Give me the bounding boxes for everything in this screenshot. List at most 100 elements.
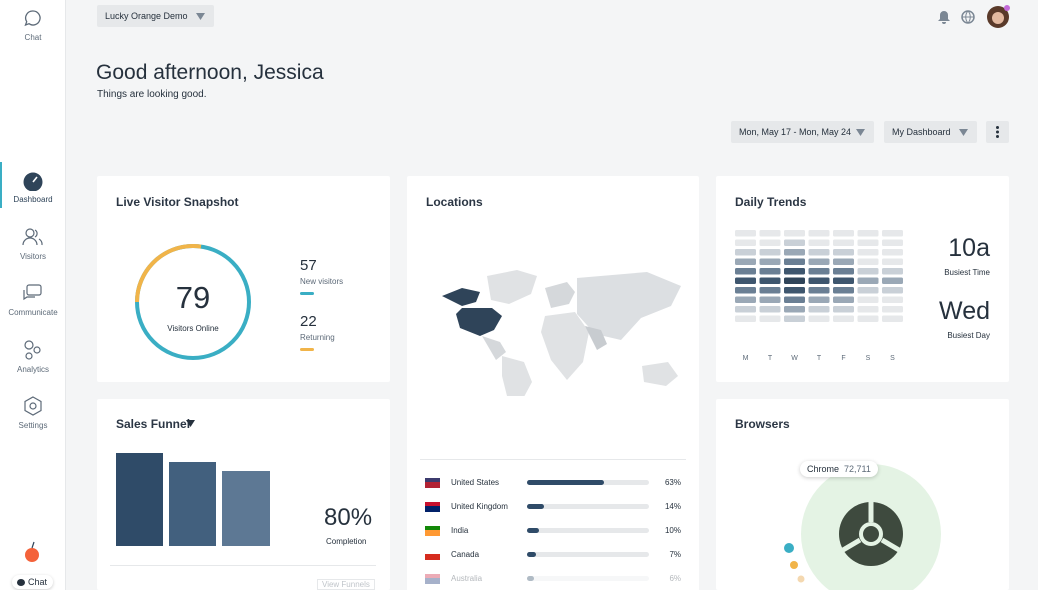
heat-cell xyxy=(833,315,854,322)
nav-label[interactable]: Analytics xyxy=(16,365,49,374)
completion-value: 80% xyxy=(324,504,373,531)
chat-bubble xyxy=(17,579,25,586)
heat-cell xyxy=(857,258,879,265)
day-label: T xyxy=(817,355,822,362)
world-map xyxy=(442,270,681,396)
chat-icon xyxy=(24,10,41,27)
chat-button[interactable]: Chat xyxy=(12,575,54,589)
heat-cell xyxy=(784,287,805,294)
heat-cell xyxy=(882,230,903,237)
heat-cell xyxy=(759,239,781,246)
heat-cell xyxy=(784,296,805,303)
day-label: M xyxy=(743,355,749,362)
dashboard-selector[interactable]: My Dashboard xyxy=(884,121,977,143)
subtitle: Things are looking good. xyxy=(97,89,207,100)
fade xyxy=(407,556,699,590)
locations-card: Locations United States 63% United Kingdom… xyxy=(407,176,699,590)
heat-cell xyxy=(784,230,805,237)
country-name: Canada xyxy=(451,550,480,559)
heat-cell xyxy=(759,268,781,275)
visitors-icon xyxy=(22,228,43,246)
view-funnels-button[interactable]: View Funnels xyxy=(317,579,375,590)
heat-cell xyxy=(857,315,879,322)
heat-cell xyxy=(833,239,854,246)
dashboard-icon xyxy=(23,172,43,191)
browser-name: Chrome xyxy=(807,464,840,474)
heat-cell xyxy=(857,296,879,303)
heat-cell xyxy=(784,268,805,275)
nav-label[interactable]: Settings xyxy=(18,421,48,430)
chrome-tooltip: Chrome 72,711 xyxy=(800,461,878,477)
heat-cell xyxy=(808,268,830,275)
returning-label: Returning xyxy=(300,333,335,342)
bar xyxy=(527,552,536,557)
heat-cell xyxy=(808,287,830,294)
heat-cell xyxy=(882,239,903,246)
heat-cell xyxy=(882,315,903,322)
bar xyxy=(527,528,540,533)
site-selector[interactable]: Lucky Orange Demo xyxy=(97,5,214,27)
country-name: United Kingdom xyxy=(451,502,508,511)
nav-label[interactable]: Visitors xyxy=(19,252,47,261)
bar xyxy=(527,504,545,509)
heat-cell xyxy=(882,268,903,275)
heat-cell xyxy=(857,277,879,284)
card-title[interactable]: Sales Funnel xyxy=(116,417,191,431)
avatar[interactable] xyxy=(986,4,1012,30)
globe-icon[interactable] xyxy=(961,10,975,24)
heat-cell xyxy=(759,249,781,256)
more-menu[interactable] xyxy=(986,121,1009,143)
heat-cell xyxy=(833,306,854,313)
heat-cell xyxy=(735,268,756,275)
heat-cell xyxy=(784,249,805,256)
busiest-day-label: Busiest Day xyxy=(947,331,990,340)
flag xyxy=(425,550,440,560)
notifications-icon[interactable] xyxy=(937,10,951,24)
nav-label[interactable]: Chat xyxy=(24,33,42,42)
logo xyxy=(25,541,39,562)
heat-cell xyxy=(808,258,830,265)
heat-cell xyxy=(833,258,854,265)
card-title: Browsers xyxy=(735,417,790,431)
communicate-icon xyxy=(23,284,42,301)
heat-cell xyxy=(735,277,756,284)
heat-cell xyxy=(735,296,756,303)
heat-cell xyxy=(833,230,854,237)
returning-count: 22 xyxy=(300,313,317,330)
nav-label[interactable]: Communicate xyxy=(8,308,58,317)
heat-cell xyxy=(808,306,830,313)
sidebar: Chat Dashboard Visitors Communicate Anal… xyxy=(0,0,66,590)
heat-cell xyxy=(784,239,805,246)
site-selector-label: Lucky Orange Demo xyxy=(105,11,188,21)
heat-cell xyxy=(784,277,805,284)
busiest-day: Wed xyxy=(939,297,990,325)
bar-track xyxy=(527,576,649,581)
heat-cell xyxy=(759,315,781,322)
heat-cell xyxy=(857,239,879,246)
heat-cell xyxy=(759,287,781,294)
nav-label[interactable]: Dashboard xyxy=(13,195,53,204)
heat-cell xyxy=(808,230,830,237)
percent-label: 14% xyxy=(664,502,681,511)
greeting: Good afternoon, Jessica xyxy=(96,61,324,84)
dropdown-arrow[interactable] xyxy=(186,420,195,427)
card-title: Locations xyxy=(426,195,483,209)
bar xyxy=(527,480,604,485)
new-count: 57 xyxy=(300,257,317,274)
heat-cell xyxy=(857,249,879,256)
card-title: Live Visitor Snapshot xyxy=(116,195,239,209)
heat-cell xyxy=(833,268,854,275)
heat-cell xyxy=(882,306,903,313)
heat-cell xyxy=(759,258,781,265)
heat-cell xyxy=(784,306,805,313)
percent-label: 63% xyxy=(664,478,681,487)
heat-cell xyxy=(735,230,756,237)
bar xyxy=(527,576,535,581)
online-label: Visitors Online xyxy=(167,324,219,333)
divider xyxy=(110,565,376,566)
date-range-picker[interactable]: Mon, May 17 - Mon, May 24 xyxy=(731,121,874,143)
browsers-card: Browsers Chrome 72,711 xyxy=(716,399,1009,590)
heat-cell xyxy=(735,315,756,322)
returning-indicator xyxy=(300,348,314,351)
